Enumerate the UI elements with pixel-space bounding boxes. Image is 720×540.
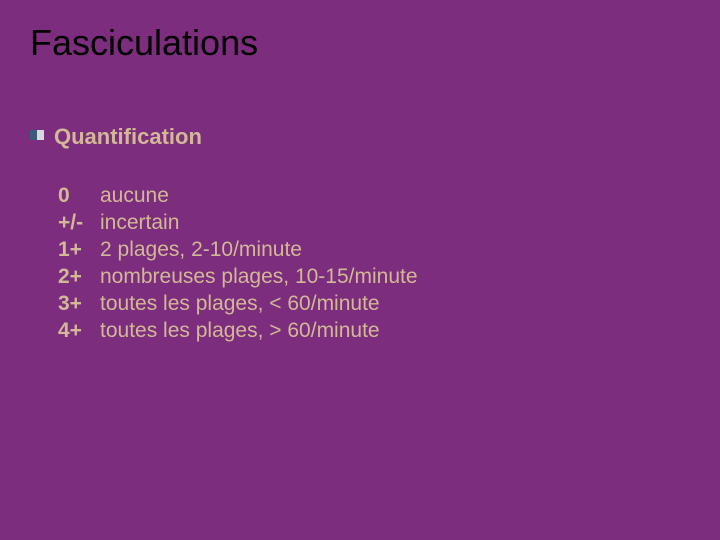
scale-value: aucune: [100, 184, 169, 208]
scale-row: +/- incertain: [58, 211, 690, 235]
scale-value: toutes les plages, < 60/minute: [100, 292, 380, 316]
scale-table: 0 aucune +/- incertain 1+ 2 plages, 2-10…: [58, 184, 690, 343]
scale-key: 3+: [58, 292, 100, 316]
scale-value: toutes les plages, > 60/minute: [100, 319, 380, 343]
scale-value: 2 plages, 2-10/minute: [100, 238, 302, 262]
scale-key: 4+: [58, 319, 100, 343]
quantification-section: Quantification 0 aucune +/- incertain 1+…: [54, 124, 690, 343]
slide-title: Fasciculations: [30, 22, 690, 64]
scale-row: 2+ nombreuses plages, 10-15/minute: [58, 265, 690, 289]
scale-value: incertain: [100, 211, 179, 235]
scale-row: 0 aucune: [58, 184, 690, 208]
section-subtitle: Quantification: [54, 124, 690, 150]
scale-key: 0: [58, 184, 100, 208]
scale-key: +/-: [58, 211, 100, 235]
scale-row: 3+ toutes les plages, < 60/minute: [58, 292, 690, 316]
scale-row: 1+ 2 plages, 2-10/minute: [58, 238, 690, 262]
scale-value: nombreuses plages, 10-15/minute: [100, 265, 418, 289]
bullet-icon: [30, 130, 44, 140]
scale-key: 2+: [58, 265, 100, 289]
scale-key: 1+: [58, 238, 100, 262]
scale-row: 4+ toutes les plages, > 60/minute: [58, 319, 690, 343]
